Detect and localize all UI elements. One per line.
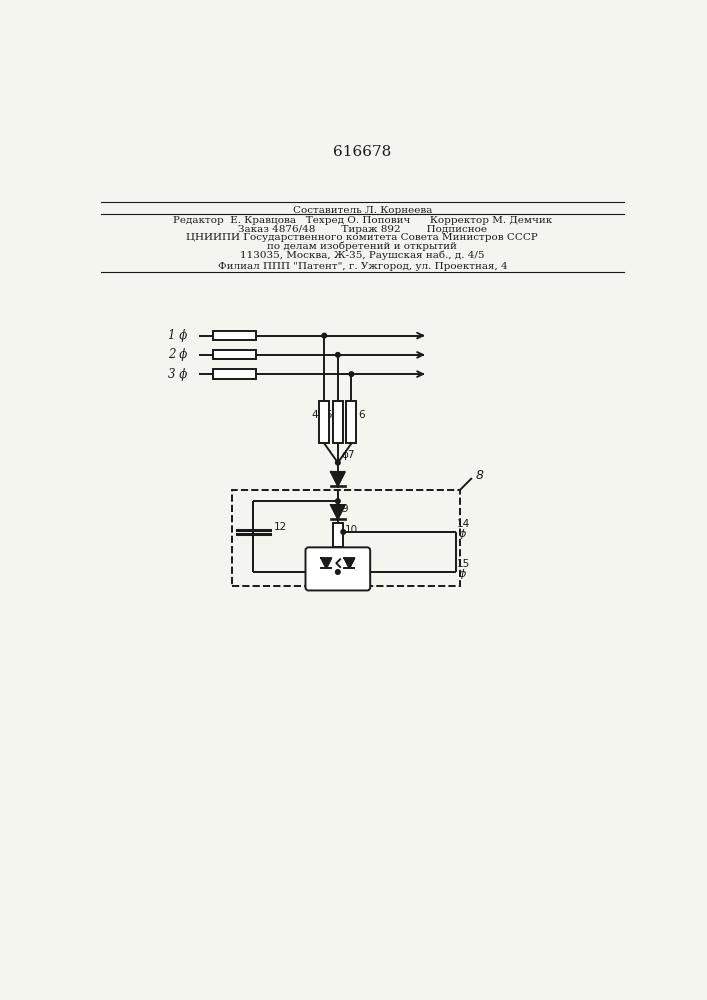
Polygon shape [344, 558, 354, 568]
Polygon shape [321, 558, 332, 568]
Bar [213, 331, 256, 340]
Text: ϕ: ϕ [459, 529, 466, 539]
Text: 1 ϕ: 1 ϕ [168, 329, 187, 342]
Bar [333, 523, 343, 547]
Text: 5: 5 [325, 410, 332, 420]
Text: Заказ 4876/48        Тираж 892        Подписное: Заказ 4876/48 Тираж 892 Подписное [238, 225, 487, 234]
Text: 2 ϕ: 2 ϕ [168, 348, 187, 361]
Bar [213, 350, 256, 359]
Text: по делам изобретений и открытий: по делам изобретений и открытий [267, 242, 457, 251]
Text: 9: 9 [341, 504, 349, 514]
Circle shape [341, 530, 346, 534]
Text: 8: 8 [476, 469, 484, 482]
Bar [346, 401, 356, 443]
Text: Филиал ППП "Патент", г. Ужгород, ул. Проектная, 4: Филиал ППП "Патент", г. Ужгород, ул. Про… [218, 262, 507, 271]
Text: ϕ13: ϕ13 [326, 576, 346, 586]
Text: ϕ: ϕ [459, 569, 466, 579]
Text: 12: 12 [274, 522, 288, 532]
Text: ϕ7: ϕ7 [341, 450, 354, 460]
Circle shape [336, 499, 340, 503]
Text: 11: 11 [331, 538, 344, 548]
Text: 616678: 616678 [333, 145, 392, 159]
Bar [333, 401, 343, 443]
Text: 14: 14 [457, 519, 470, 529]
Text: Редактор  Е. Кравцова   Техред О. Попович      Корректор М. Демчик: Редактор Е. Кравцова Техред О. Попович К… [173, 216, 552, 225]
Bar [320, 401, 329, 443]
Circle shape [349, 372, 354, 376]
Text: 6: 6 [358, 410, 365, 420]
Text: 3 ϕ: 3 ϕ [168, 368, 187, 381]
Text: Составитель Л. Корнеева: Составитель Л. Корнеева [293, 206, 432, 215]
Bar [232, 490, 460, 586]
Circle shape [336, 353, 340, 357]
Circle shape [336, 460, 340, 465]
FancyBboxPatch shape [305, 547, 370, 590]
Text: 10: 10 [345, 525, 358, 535]
Bar [213, 369, 256, 379]
Polygon shape [331, 472, 345, 486]
Text: 4: 4 [311, 410, 317, 420]
Circle shape [336, 570, 340, 574]
Text: 15: 15 [457, 559, 470, 569]
Text: ЦНИИПИ Государственного комитета Совета Министров СССР: ЦНИИПИ Государственного комитета Совета … [187, 233, 538, 242]
Circle shape [322, 333, 327, 338]
Text: 113035, Москва, Ж-35, Раушская наб., д. 4/5: 113035, Москва, Ж-35, Раушская наб., д. … [240, 250, 484, 259]
Polygon shape [331, 505, 345, 519]
